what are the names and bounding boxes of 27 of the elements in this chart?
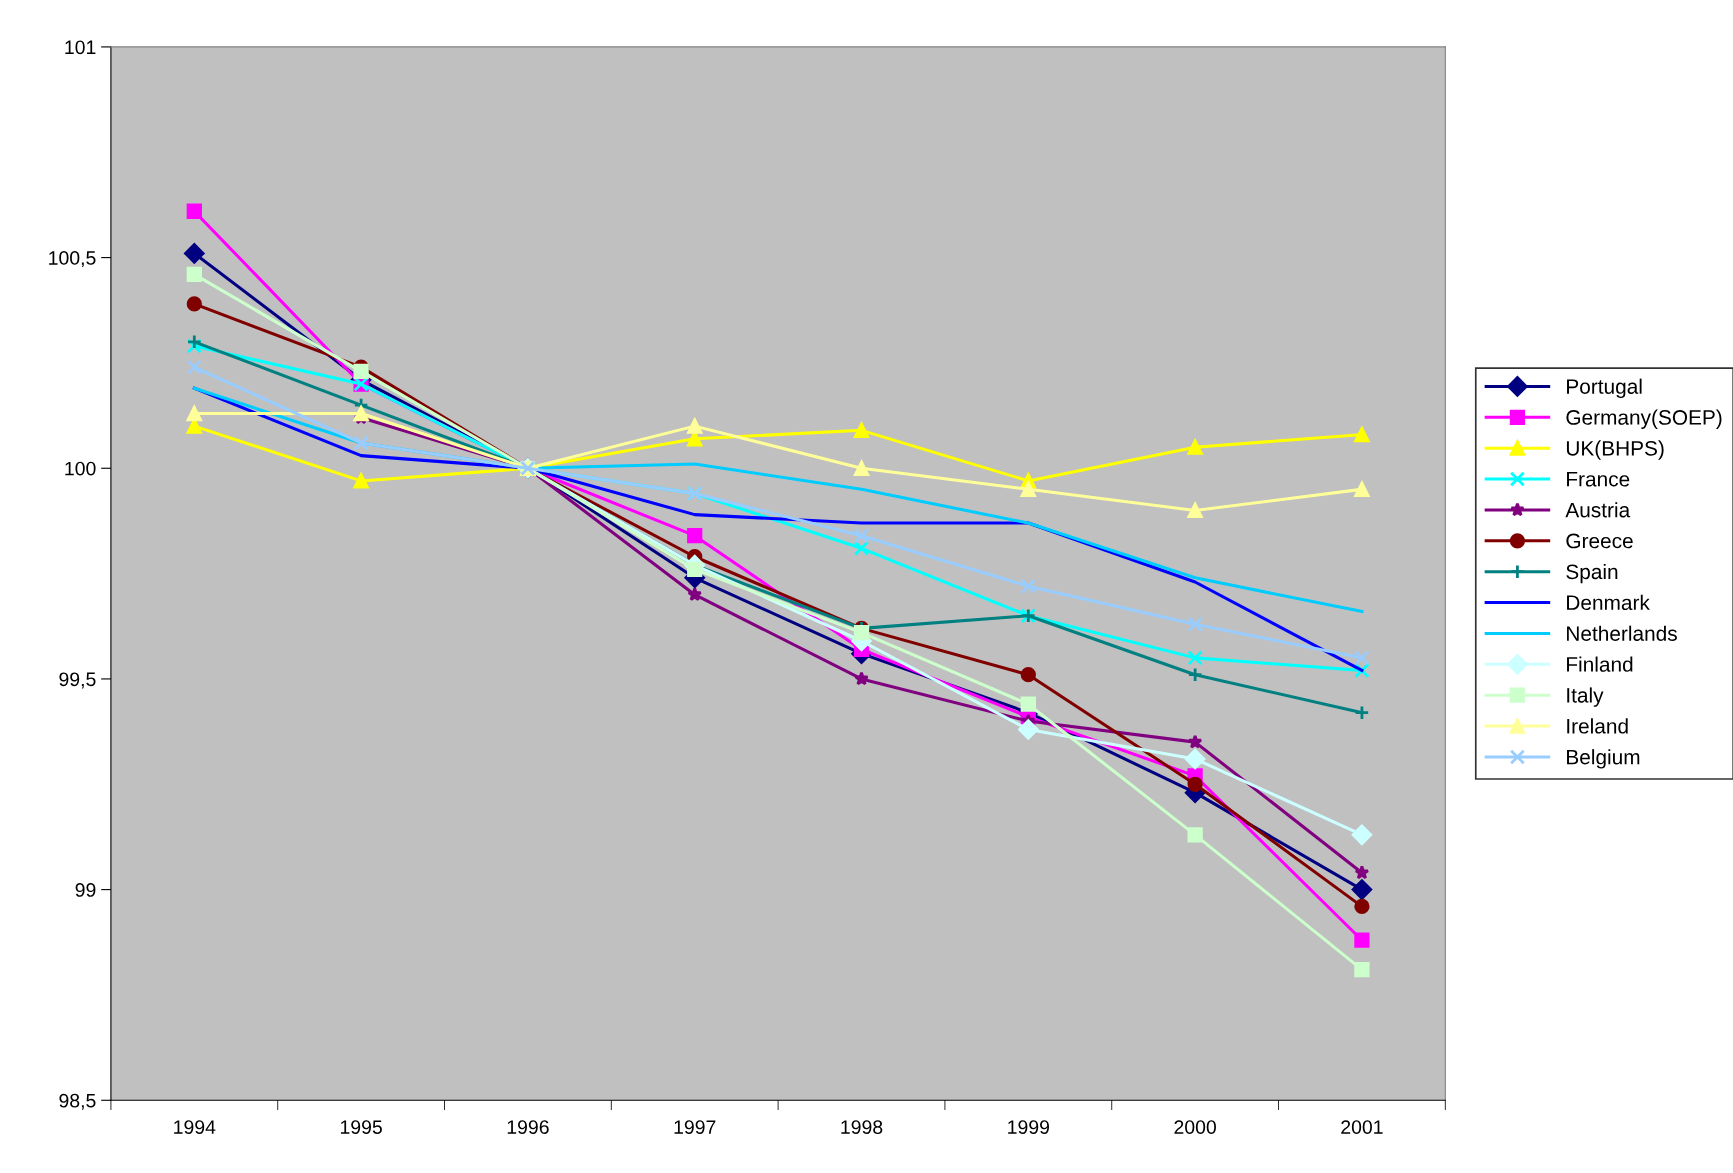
x-tick-label: 1994 [174, 1120, 216, 1134]
legend-label: France [1567, 472, 1630, 487]
legend-label: Italy [1567, 687, 1604, 707]
legend-label: Portugal [1567, 378, 1642, 399]
x-tick-label: 1995 [340, 1120, 382, 1134]
legend-label: Austria [1565, 502, 1631, 518]
y-tick-label: 99 [75, 883, 96, 897]
y-tick-label: 98,5 [59, 1093, 96, 1110]
x-tick-label: 1999 [1008, 1120, 1050, 1134]
y-tick-label: 101 [65, 40, 96, 55]
x-tick-label: 1996 [507, 1120, 549, 1134]
legend-label: UK(BHPS) [1566, 440, 1664, 460]
legend-label: Belgium [1567, 749, 1640, 769]
legend-label: Greece [1566, 533, 1633, 549]
x-tick-label: 1997 [674, 1120, 716, 1134]
x-tick-label: 2000 [1174, 1120, 1216, 1134]
y-tick-label: 100 [65, 461, 96, 476]
legend-label: Ireland [1567, 718, 1628, 734]
legend-label: Germany(SOEP) [1566, 409, 1722, 429]
y-tick-label: 99,5 [59, 672, 96, 689]
legend-label: Finland [1567, 656, 1633, 672]
y-tick-label: 100,5 [49, 251, 96, 268]
x-tick-label: 2001 [1341, 1120, 1383, 1134]
x-tick-label: 1998 [841, 1120, 883, 1134]
legend-label: Spain [1566, 563, 1618, 584]
legend-label: Denmark [1567, 594, 1650, 611]
legend-label: Netherlands [1567, 625, 1677, 641]
